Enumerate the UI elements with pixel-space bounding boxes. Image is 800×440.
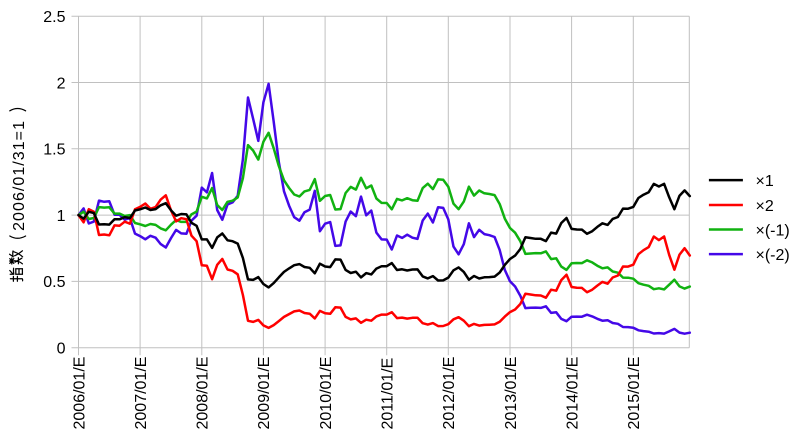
svg-text:2013/01/E: 2013/01/E	[503, 357, 520, 430]
svg-text:2009/01/E: 2009/01/E	[256, 357, 273, 430]
svg-text:1: 1	[57, 208, 66, 225]
svg-text:2007/01/E: 2007/01/E	[133, 357, 150, 430]
svg-text:0: 0	[57, 341, 66, 358]
svg-text:0.5: 0.5	[43, 274, 65, 291]
svg-text:×(-1): ×(-1)	[756, 222, 790, 239]
svg-text:2006/01/31=1: 2006/01/31=1	[11, 120, 28, 231]
svg-text:×1: ×1	[756, 173, 774, 190]
svg-text:2006/01/E: 2006/01/E	[71, 357, 88, 430]
svg-text:2011/01/E: 2011/01/E	[380, 358, 397, 430]
svg-text:1.5: 1.5	[43, 142, 65, 159]
svg-text:2014/01/E: 2014/01/E	[564, 357, 581, 430]
svg-text:2.5: 2.5	[43, 9, 65, 26]
svg-text:2008/01/E: 2008/01/E	[195, 357, 212, 430]
svg-text:×(-2): ×(-2)	[756, 247, 790, 264]
svg-text:2010/01/E: 2010/01/E	[318, 357, 335, 430]
svg-text:2015/01/E: 2015/01/E	[626, 357, 643, 430]
svg-text:×2: ×2	[756, 198, 774, 215]
svg-text:2012/01/E: 2012/01/E	[441, 357, 458, 430]
svg-text:2: 2	[57, 75, 66, 92]
